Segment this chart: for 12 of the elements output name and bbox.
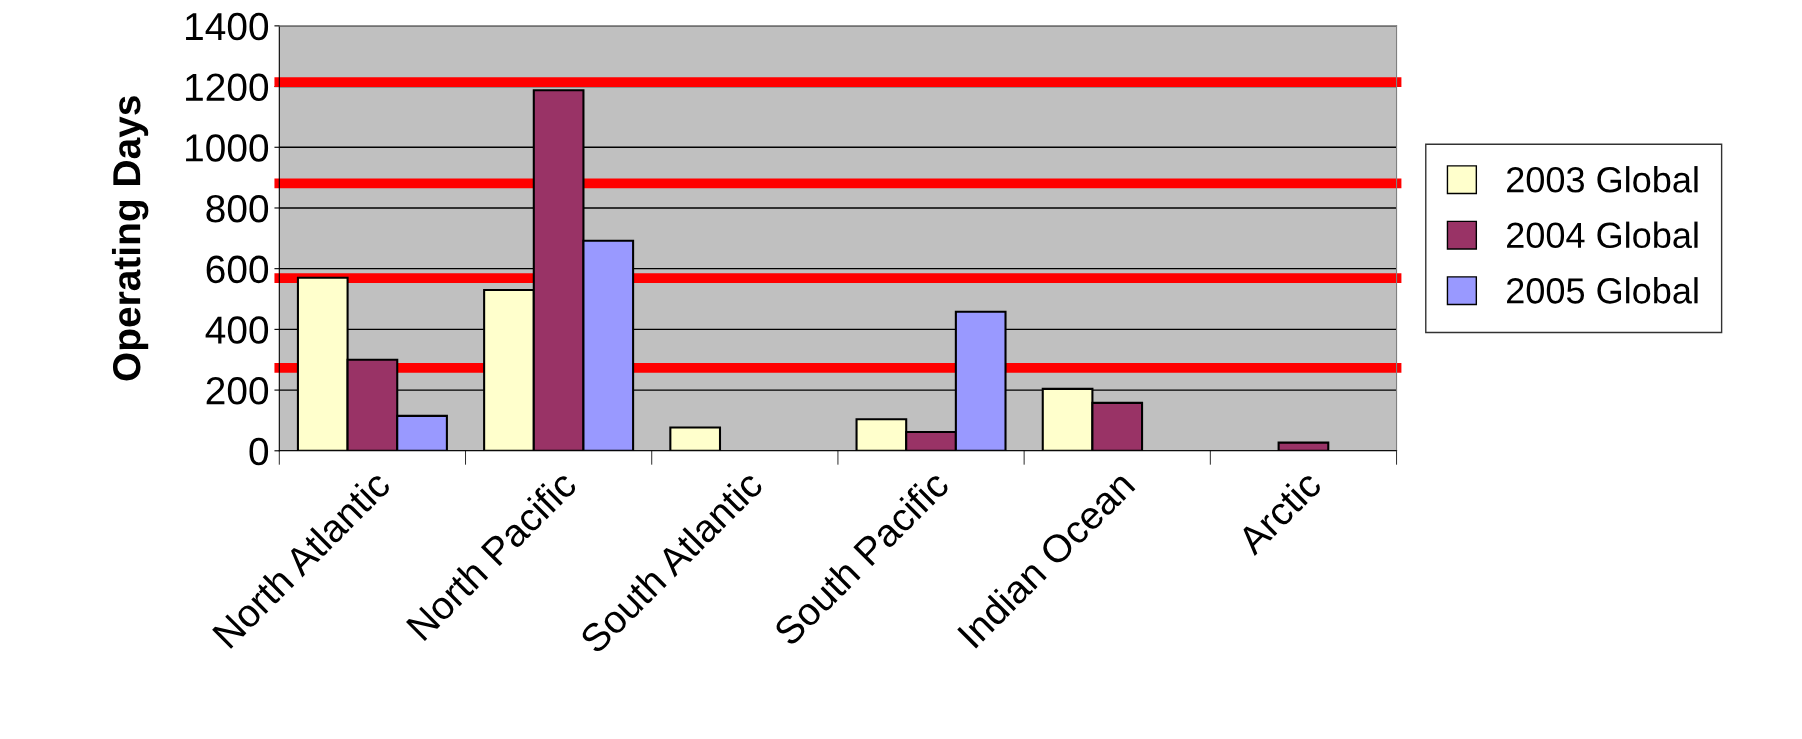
y-axis-title: Operating Days xyxy=(111,96,149,381)
legend-label: 2003 Global xyxy=(1507,166,1698,193)
legend-label: 2005 Global xyxy=(1507,277,1698,304)
y-tick-label: 800 xyxy=(206,194,269,223)
y-tick-label: 0 xyxy=(249,437,269,466)
y-tick-label: 1400 xyxy=(186,12,269,41)
y-tick-label: 200 xyxy=(206,377,269,405)
y-tick-label: 400 xyxy=(205,316,269,344)
legend-label: 2004 Global xyxy=(1507,221,1698,249)
y-tick-label: 1200 xyxy=(186,73,269,102)
y-tick-label: 1000 xyxy=(186,134,269,162)
y-tick-label: 600 xyxy=(206,255,269,284)
